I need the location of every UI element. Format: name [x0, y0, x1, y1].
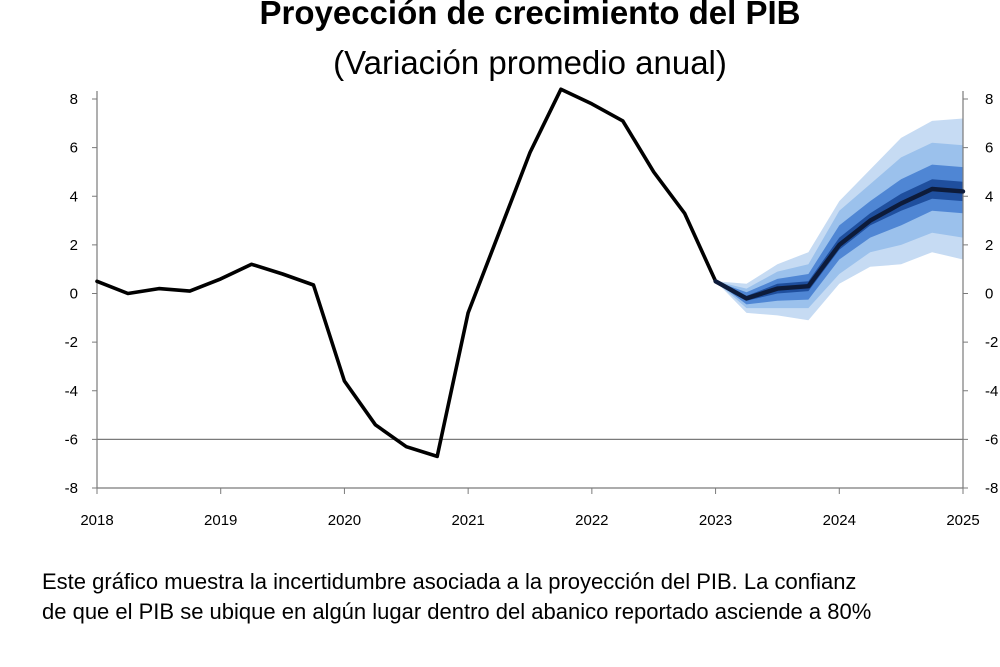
x-tick-label: 2020 [328, 512, 361, 529]
axes [92, 91, 968, 494]
caption-line-1: Este gráfico muestra la incertidumbre as… [42, 569, 857, 594]
x-tick-label: 2021 [451, 512, 484, 529]
y-tick-label-right: -2 [985, 334, 998, 351]
y-tick-label-left: 2 [70, 237, 78, 254]
x-tick-label: 2022 [575, 512, 608, 529]
y-tick-label-right: -8 [985, 480, 998, 497]
x-tick-label: 2018 [80, 512, 113, 529]
y-tick-label-left: 6 [70, 140, 78, 157]
chart-caption: Este gráfico muestra la incertidumbre as… [42, 567, 1000, 627]
x-tick-label: 2024 [823, 512, 856, 529]
chart-subtitle: (Variación promedio anual) [333, 44, 727, 81]
chart-title: Proyección de crecimiento del PIB [259, 0, 801, 31]
y-tick-label-right: -6 [985, 431, 998, 448]
y-tick-label-right: 2 [985, 237, 993, 254]
y-tick-label-left: 0 [70, 286, 78, 303]
y-tick-label-left: -6 [65, 431, 78, 448]
fan-band [715, 179, 963, 301]
observed-gdp-line [95, 87, 718, 459]
y-tick-label-right: 0 [985, 286, 993, 303]
y-tick-label-left: 8 [70, 91, 78, 108]
y-tick-label-right: 8 [985, 91, 993, 108]
y-tick-label-left: 4 [70, 188, 78, 205]
y-tick-label-right: -4 [985, 383, 998, 400]
x-tick-label: 2019 [204, 512, 237, 529]
y-tick-label-left: -4 [65, 383, 78, 400]
y-tick-label-right: 6 [985, 140, 993, 157]
caption-line-2: de que el PIB se ubique en algún lugar d… [42, 599, 872, 624]
fan-chart-bands [715, 118, 963, 321]
y-tick-label-right: 4 [985, 188, 993, 205]
y-tick-label-left: -2 [65, 334, 78, 351]
series-lines [95, 87, 966, 459]
x-tick-label: 2023 [699, 512, 732, 529]
projection-central-line [713, 186, 966, 301]
y-tick-label-left: -8 [65, 480, 78, 497]
x-tick-label: 2025 [946, 512, 979, 529]
